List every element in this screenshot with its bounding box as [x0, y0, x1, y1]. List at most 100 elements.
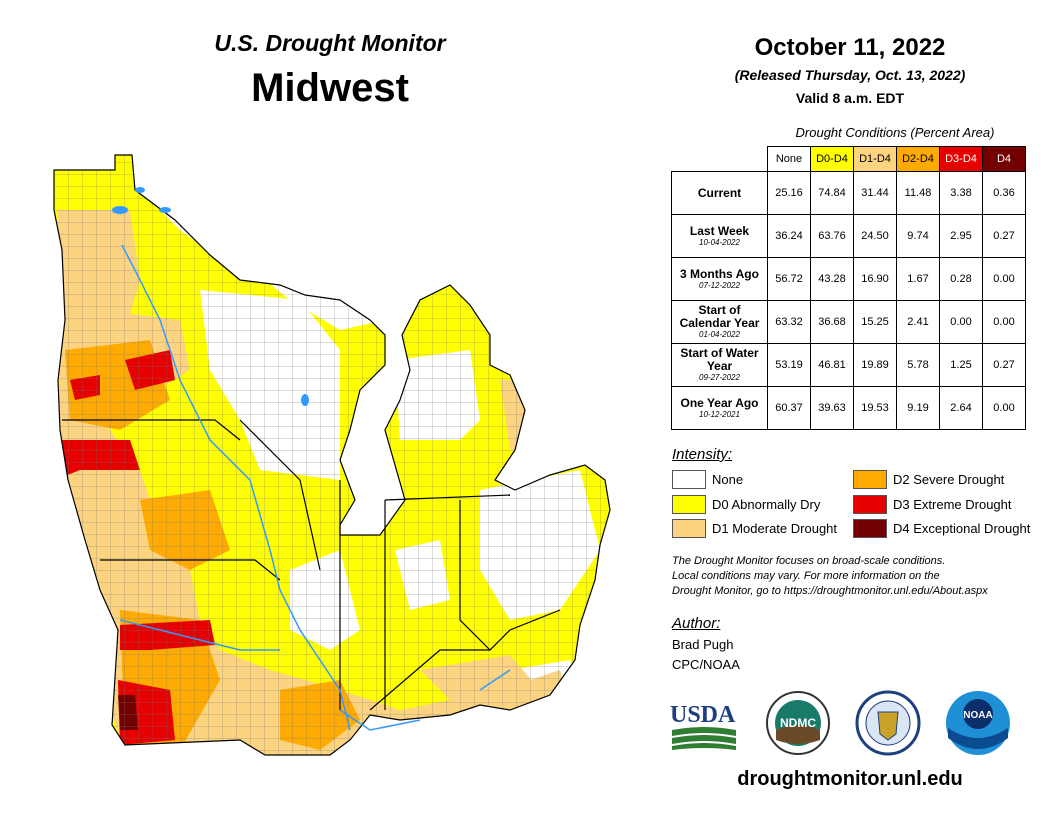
legend-item-d1: D1 Moderate Drought: [672, 519, 837, 538]
row-date: 10-04-2022: [699, 237, 740, 247]
table-cell: 63.32: [767, 300, 811, 344]
table-cell: 9.19: [896, 386, 940, 430]
row-label-text: Start of Calendar Year: [679, 303, 760, 330]
noaa-logo: NOAA: [946, 691, 1010, 755]
author-name: Brad Pugh: [672, 637, 734, 652]
legend-label: D1 Moderate Drought: [712, 521, 838, 536]
usda-logo: USDA: [670, 702, 736, 750]
legend-item-none: None: [672, 470, 743, 489]
legend-swatch: [672, 519, 706, 538]
table-cell: 1.25: [939, 343, 983, 387]
map-date: October 11, 2022: [754, 34, 946, 61]
column-header-none: None: [767, 146, 811, 172]
row-date: 07-12-2022: [699, 280, 740, 290]
legend-swatch: [672, 495, 706, 514]
ndmc-logo-text: NDMC: [780, 716, 816, 730]
table-cell: 16.90: [853, 257, 897, 301]
table-cell: 60.37: [767, 386, 811, 430]
author-title: Author:: [672, 615, 721, 632]
row-date: 01-04-2022: [699, 330, 740, 339]
rivers: [119, 244, 511, 731]
row-label: Start of Calendar Year 01-04-2022: [671, 300, 768, 344]
legend-swatch: [853, 495, 887, 514]
table-cell: 0.27: [982, 214, 1026, 258]
commerce-seal-logo: [855, 690, 921, 756]
table-row: Start of Water Year 09-27-2022 53.19 46.81 1…: [671, 343, 1026, 387]
region-title: Midwest: [251, 66, 409, 110]
table-cell: 39.63: [810, 386, 854, 430]
table-cell: 11.48: [896, 171, 940, 215]
row-label-text: Last Week: [689, 223, 750, 238]
drought-stats-table: None D0-D4 D1-D4 D2-D4 D3-D4 D4 Current 2…: [671, 146, 1026, 430]
legend-title: Intensity:: [672, 446, 733, 463]
row-date: 09-27-2022: [699, 373, 740, 382]
table-cell: 0.00: [982, 386, 1026, 430]
row-label: Last Week 10-04-2022: [671, 214, 768, 258]
table-cell: 36.24: [767, 214, 811, 258]
table-corner: [672, 147, 768, 172]
table-cell: 36.68: [810, 300, 854, 344]
table-cell: 43.28: [810, 257, 854, 301]
legend-label: D3 Extreme Drought: [893, 497, 1012, 512]
table-cell: 0.00: [982, 257, 1026, 301]
table-cell: 2.95: [939, 214, 983, 258]
table-cell: 0.36: [982, 171, 1026, 215]
agency-logos: USDA NDMC NOAA: [670, 690, 1010, 756]
table-cell: 1.67: [896, 257, 940, 301]
table-header-row: None D0-D4 D1-D4 D2-D4 D3-D4 D4: [672, 146, 1026, 172]
row-label-text: Current: [697, 185, 742, 200]
usda-logo-text: USDA: [670, 702, 736, 728]
table-cell: 56.72: [767, 257, 811, 301]
row-label-text: One Year Ago: [680, 395, 759, 410]
legend-label: None: [712, 472, 744, 487]
table-cell: 46.81: [810, 343, 854, 387]
table-body: Current 25.16 74.84 31.44 11.48 3.38 0.36 Last …: [671, 171, 1026, 430]
column-header-d0-d4: D0-D4: [810, 146, 854, 172]
table-row: One Year Ago 10-12-2021 60.37 39.63 19.53 9.1…: [671, 386, 1026, 430]
website-url[interactable]: droughtmonitor.unl.edu: [737, 768, 963, 790]
table-cell: 25.16: [767, 171, 811, 215]
column-header-d4: D4: [982, 146, 1026, 172]
table-cell: 2.41: [896, 300, 940, 344]
table-cell: 2.64: [939, 386, 983, 430]
note-line: The Drought Monitor focuses on broad-sca…: [672, 555, 946, 567]
legend-swatch: [672, 470, 706, 489]
legend-label: D0 Abnormally Dry: [712, 497, 821, 512]
column-header-d2-d4: D2-D4: [896, 146, 940, 172]
table-row: Last Week 10-04-2022 36.24 63.76 24.50 9.74 2.…: [671, 214, 1026, 258]
disclaimer-note: The Drought Monitor focuses on broad-sca…: [672, 554, 1042, 599]
table-cell: 9.74: [896, 214, 940, 258]
note-line: Local conditions may vary. For more info…: [672, 570, 940, 582]
legend-item-d3: D3 Extreme Drought: [853, 495, 1012, 514]
legend-item-d4: D4 Exceptional Drought: [853, 519, 1030, 538]
table-cell: 0.00: [982, 300, 1026, 344]
row-label: Current: [671, 171, 768, 215]
table-cell: 0.28: [939, 257, 983, 301]
table-row: Start of Calendar Year 01-04-2022 63.32 36.…: [671, 300, 1026, 344]
inland-lakes: [112, 187, 309, 406]
table-cell: 5.78: [896, 343, 940, 387]
column-header-d1-d4: D1-D4: [853, 146, 897, 172]
table-cell: 74.84: [810, 171, 854, 215]
row-date: 10-12-2021: [699, 409, 740, 419]
release-date: (Released Thursday, Oct. 13, 2022): [734, 67, 966, 83]
table-cell: 19.53: [853, 386, 897, 430]
legend-swatch: [853, 519, 887, 538]
table-row: Current 25.16 74.84 31.44 11.48 3.38 0.36: [671, 171, 1026, 215]
row-label-text: Start of Water Year: [680, 346, 759, 373]
author-organization: CPC/NOAA: [672, 657, 740, 672]
table-cell: 0.27: [982, 343, 1026, 387]
row-label: 3 Months Ago 07-12-2022: [671, 257, 768, 301]
row-label: Start of Water Year 09-27-2022: [671, 343, 768, 387]
map-subtitle: U.S. Drought Monitor: [214, 30, 446, 56]
row-label-text: 3 Months Ago: [680, 266, 759, 281]
table-cell: 3.38: [939, 171, 983, 215]
note-line[interactable]: Drought Monitor, go to https://droughtmo…: [672, 585, 988, 597]
table-cell: 0.00: [939, 300, 983, 344]
valid-time: Valid 8 a.m. EDT: [795, 90, 905, 106]
table-cell: 53.19: [767, 343, 811, 387]
table-cell: 63.76: [810, 214, 854, 258]
legend-label: D4 Exceptional Drought: [893, 521, 1031, 536]
table-cell: 24.50: [853, 214, 897, 258]
row-label: One Year Ago 10-12-2021: [671, 386, 768, 430]
